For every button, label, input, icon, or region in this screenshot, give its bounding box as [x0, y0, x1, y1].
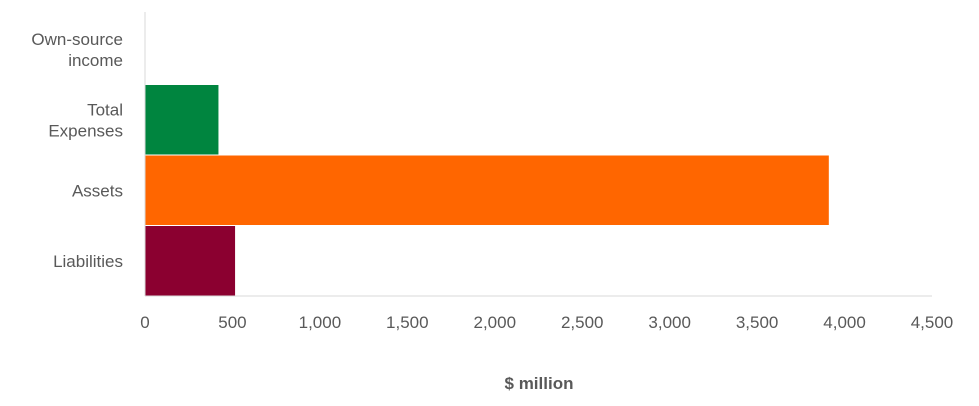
x-tick-label: 2,000	[474, 313, 517, 332]
bar-total-expenses	[145, 85, 219, 155]
category-label-line: income	[68, 51, 123, 70]
category-label-line: Liabilities	[53, 252, 123, 271]
x-tick-label: 1,000	[299, 313, 342, 332]
category-label: Assets	[72, 181, 123, 200]
bars-group	[145, 85, 829, 296]
x-tick-label: 3,000	[648, 313, 691, 332]
category-label-line: Expenses	[48, 121, 123, 140]
category-labels: Own-source income Total Expenses Assets Liabi…	[31, 30, 123, 271]
x-axis-title: $ million	[505, 374, 574, 393]
bar-liabilities	[145, 226, 236, 296]
category-label-line: Assets	[72, 181, 123, 200]
x-tick-label: 4,500	[911, 313, 954, 332]
category-label: Total Expenses	[48, 100, 123, 140]
x-tick-label: 1,500	[386, 313, 429, 332]
x-tick-labels: 0 500 1,000 1,500 2,000 2,500 3,000 3,500 4,000 4…	[140, 313, 953, 332]
category-label: Own-source income	[31, 30, 123, 70]
x-tick-label: 3,500	[736, 313, 779, 332]
category-label-line: Own-source	[31, 30, 123, 49]
category-label-line: Total	[87, 100, 123, 119]
x-tick-label: 4,000	[823, 313, 866, 332]
x-tick-label: 0	[140, 313, 149, 332]
x-tick-label: 500	[218, 313, 246, 332]
category-label: Liabilities	[53, 252, 123, 271]
bar-assets	[145, 155, 829, 225]
x-tick-label: 2,500	[561, 313, 604, 332]
